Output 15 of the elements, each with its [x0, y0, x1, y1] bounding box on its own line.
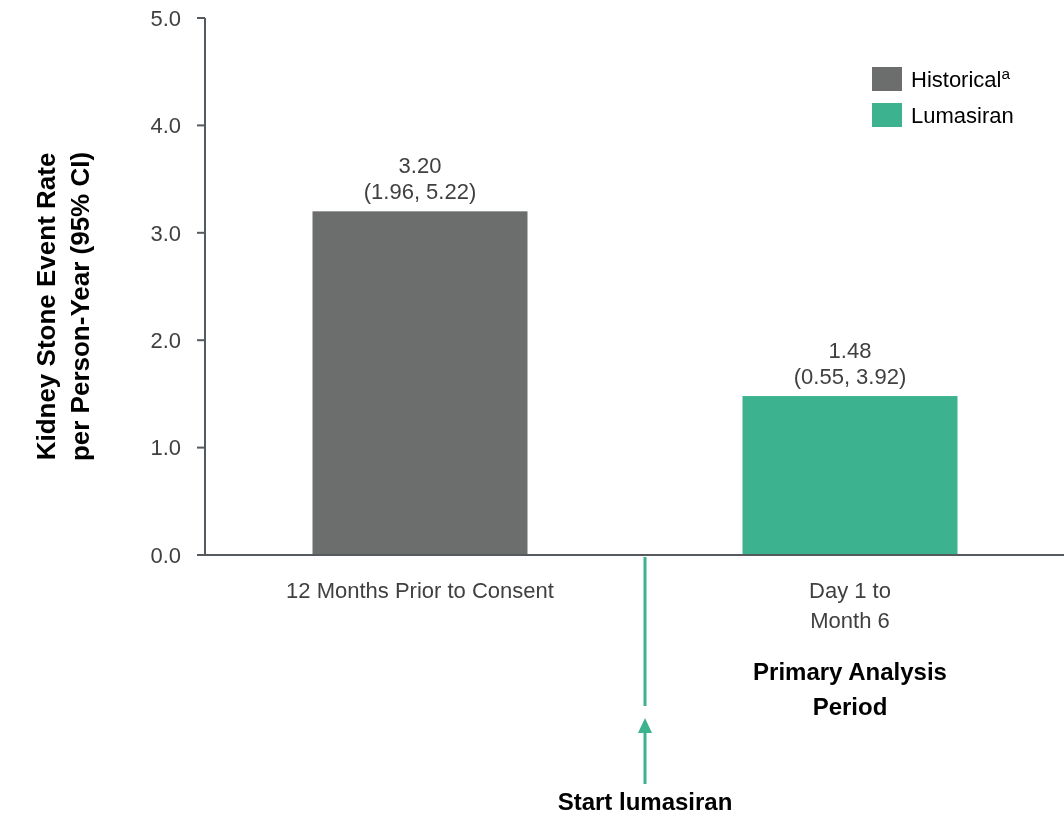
data-label: 1.48 (0.55, 3.92)	[793, 338, 907, 390]
y-tick-label: 3.0	[150, 220, 181, 246]
y-axis-title: Kidney Stone Event Rate per Person-Year (95% CI)	[31, 151, 95, 462]
y-tick-label: 4.0	[150, 113, 181, 139]
x-tick-label: Day 1 to Month 6	[809, 578, 891, 633]
y-tick-label: 0.0	[150, 542, 181, 568]
text: Start lumasiran	[557, 788, 733, 815]
data-label: 3.20 (1.96, 5.22)	[363, 153, 477, 205]
y-tick-label: 1.0	[150, 435, 181, 461]
x-tick-label: 12 Months Prior to Consent	[286, 578, 554, 603]
y-tick-label: 5.0	[150, 5, 181, 31]
text: Primary Analysis Period	[753, 658, 947, 720]
legend-label: Lumasiran	[911, 102, 1014, 128]
y-tick-label: 2.0	[150, 327, 181, 353]
legend-label: Historical$^{a}$	[911, 64, 1011, 92]
